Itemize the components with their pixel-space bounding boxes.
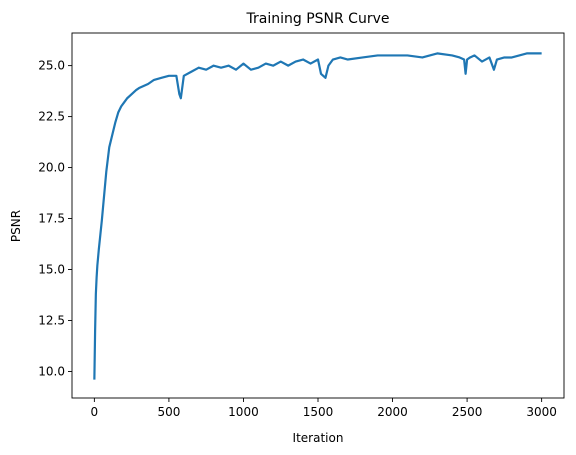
x-axis-label: Iteration — [293, 431, 344, 445]
plot-frame — [71, 32, 565, 399]
y-tick-label: 10.0 — [38, 364, 65, 378]
x-tick-label: 500 — [157, 405, 180, 419]
x-tick-label: 2500 — [452, 405, 483, 419]
x-tick-label: 3000 — [526, 405, 557, 419]
chart-title: Training PSNR Curve — [246, 11, 390, 27]
plot-area — [93, 52, 542, 380]
y-axis-label: PSNR — [9, 210, 23, 242]
y-tick-label: 20.0 — [38, 161, 65, 175]
y-tick-label: 22.5 — [38, 110, 65, 124]
y-tick-label: 25.0 — [38, 59, 65, 73]
series-line-0 — [93, 52, 542, 380]
x-tick-label: 1000 — [228, 405, 259, 419]
x-tick-label: 2000 — [377, 405, 408, 419]
y-tick-label: 12.5 — [38, 314, 65, 328]
axes: 0 500 1000 1500 2000 2500 3000 10.0 12.5 15.0 17.5… — [38, 32, 565, 419]
x-tick-label: 0 — [91, 405, 99, 419]
y-tick-label: 15.0 — [38, 263, 65, 277]
x-tick-label: 1500 — [303, 405, 334, 419]
y-tick-label: 17.5 — [38, 212, 65, 226]
